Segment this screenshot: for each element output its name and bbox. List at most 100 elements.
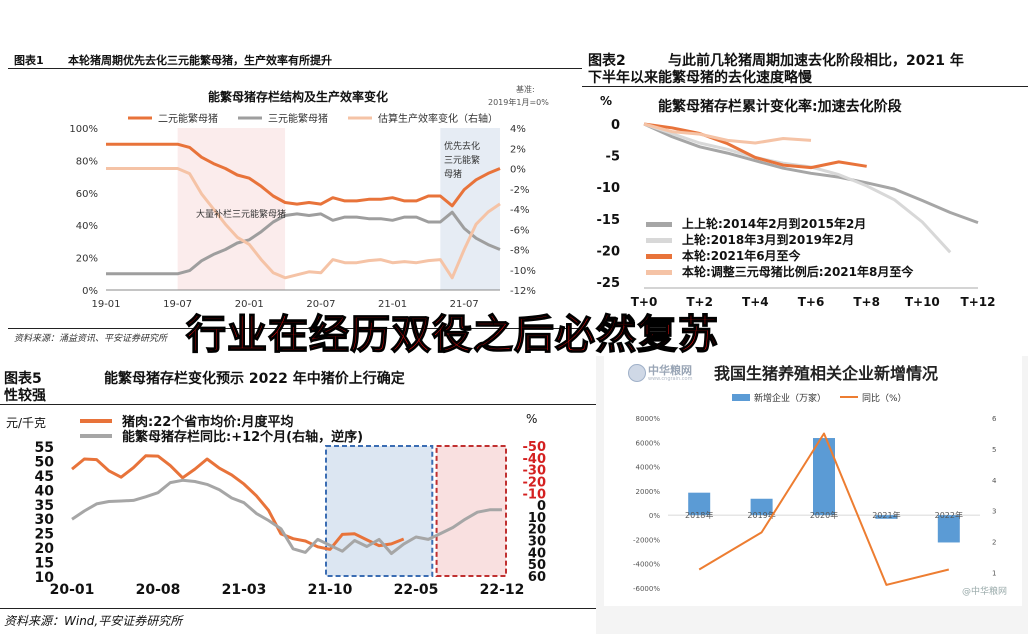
series-line [106, 210, 501, 276]
y-right-tick-label: -50 [523, 440, 547, 455]
legend-label: 三元能繁母猪 [268, 112, 328, 125]
annotation-restocking: 大量补栏三元能繁母猪 [196, 208, 286, 220]
x-tick-label: T+2 [686, 295, 713, 309]
y-left-tick-label: 30 [35, 512, 55, 528]
brand-url: www.cngrain.com [648, 376, 693, 382]
y-left-tick-label: 55 [35, 440, 54, 456]
y-right-tick-label: 20 [528, 523, 546, 538]
panel-4-chart: 8000% 6000% 4000% 2000% 0% -2000% -4000% -6000%… [633, 392, 997, 593]
panel-3-caption-2: 性较强 [4, 388, 46, 404]
x-tick-label: T+6 [798, 295, 825, 309]
bar [875, 515, 898, 519]
y-right-tick-label: -2% [510, 185, 529, 196]
headline-overlay: 行业在经历双役之后必然复苏 [185, 311, 719, 358]
panel-3-rule [0, 404, 596, 405]
bar [937, 515, 960, 543]
y-left-tick-label: 20 [35, 541, 55, 557]
legend-swatch [732, 394, 750, 401]
y-left-tick-label: 80% [76, 156, 98, 167]
category-label: 2018年 [685, 510, 713, 520]
x-tick-label: T+10 [905, 295, 940, 309]
y-left-tick-label: 50 [35, 454, 55, 470]
x-tick-label: T+12 [961, 295, 996, 309]
y-right-tick-label: -4% [510, 205, 529, 216]
x-tick-label: 20-08 [136, 582, 181, 598]
y-right-tick-label: 4 [992, 477, 997, 485]
y-tick-label: -15 [597, 213, 621, 228]
panel-4-watermark: @中华粮网 [962, 587, 1008, 597]
panel-1-tag: 图表1 [14, 54, 44, 67]
y-right-tick-label: -8% [510, 246, 529, 257]
panel-1-chart: 100% 80% 60% 40% 20% 0% 4% 2% 0% -2% -4% -6% -8% -10%… [69, 112, 536, 310]
category-label: 2022年 [935, 510, 963, 520]
panel-3-chart: 55504540353025201510-50-40-30-20-1001020… [35, 414, 547, 598]
y-right-tick-label: 60 [528, 570, 546, 585]
legend-swatch [646, 238, 672, 243]
y-right-tick-label: 0% [510, 165, 526, 176]
category-label: 2021年 [872, 510, 900, 520]
panel-1-caption: 本轮猪周期优先去化三元能繁母猪，生产效率有所提升 [68, 54, 332, 67]
panel-3-caption-1: 能繁母猪存栏变化预示 2022 年中猪价上行确定 [104, 371, 405, 387]
y-right-tick-label: 3 [992, 508, 996, 516]
legend-label: 本轮:2021年6月至今 [682, 248, 802, 263]
panel-1-base-note-1: 基准: [516, 85, 535, 94]
panel-2-y-unit: % [600, 94, 613, 108]
y-right-tick-label: 6 [992, 415, 997, 423]
y-right-tick-label: -30 [523, 464, 547, 479]
x-tick-label: 21-10 [308, 582, 353, 598]
legend-label: 新增企业（万家） [754, 392, 826, 404]
legend-swatch [646, 222, 672, 227]
panel-1-sow-structure: 图表1 本轮猪周期优先去化三元能繁母猪，生产效率有所提升 能繁母猪存栏结构及生产… [8, 46, 582, 346]
y-tick-label: -25 [597, 276, 621, 291]
y-left-tick-label: 35 [35, 498, 54, 514]
legend-label: 猪肉:22个省市均价:月度平均 [121, 414, 294, 430]
y-right-tick-label: -10% [510, 266, 536, 277]
y-right-tick-label: 30 [528, 535, 546, 550]
y-right-tick-label: 0 [537, 499, 546, 514]
x-tick-label: 19-07 [163, 299, 192, 310]
category-label: 2020年 [810, 510, 838, 520]
bar [688, 492, 711, 516]
x-tick-label: 21-07 [450, 299, 479, 310]
x-tick-label: 20-01 [50, 582, 95, 598]
y-left-tick-label: 2000% [636, 488, 661, 496]
y-left-tick-label: 25 [35, 527, 54, 543]
y-right-tick-label: 1 [992, 570, 996, 578]
y-right-tick-label: 10 [528, 511, 546, 526]
y-left-tick-label: 15 [35, 556, 54, 572]
panel-2-caption-2: 下半年以来能繁母猪的去化速度略慢 [588, 70, 812, 86]
panel-3-source: 资料来源：Wind,平安证券研究所 [4, 614, 183, 628]
legend-swatch [646, 254, 672, 259]
x-tick-label: 19-01 [91, 299, 120, 310]
y-tick-label: -20 [597, 244, 621, 259]
legend-swatch [646, 270, 672, 275]
panel-3-price-forecast: 图表5 能繁母猪存栏变化预示 2022 年中猪价上行确定 性较强 元/千克 % … [0, 360, 596, 634]
series-line [698, 432, 950, 586]
legend-label: 同比（%） [862, 392, 907, 404]
y-left-tick-label: 45 [35, 469, 54, 485]
y-right-tick-label: -6% [510, 225, 529, 236]
legend-label: 本轮:调整三元母猪比例后:2021年8月至今 [682, 264, 914, 279]
series-line [71, 478, 502, 555]
x-tick-label: 22-12 [480, 582, 525, 598]
panel-2-rule [582, 86, 1028, 87]
category-label: 2019年 [747, 510, 775, 520]
panel-2-chart: 0 -5 -10 -15 -20 -25 T+0 T+2 T+4 T+6 T+8 T+10 T+12 上上… [597, 118, 996, 309]
panel-1-source: 资料来源：涌益资讯、平安证券研究所 [14, 334, 168, 344]
x-tick-label: T+8 [853, 295, 880, 309]
x-tick-label: 21-01 [378, 299, 407, 310]
legend-label: 二元能繁母猪 [158, 112, 218, 125]
y-left-tick-label: 0% [649, 512, 660, 520]
y-right-tick-label: 2 [992, 539, 996, 547]
panel-3-right-unit: % [526, 412, 538, 426]
x-tick-label: T+4 [742, 295, 769, 309]
y-left-tick-label: 60% [76, 189, 98, 200]
panel-4-chart-title: 我国生猪养殖相关企业新增情况 [714, 364, 939, 383]
legend-label: 估算生产效率变化（右轴） [378, 112, 498, 125]
y-left-tick-label: 100% [69, 124, 98, 135]
panel-4-card: 中华粮网 www.cngrain.com 我国生猪养殖相关企业新增情况 8000… [604, 356, 1022, 606]
legend-label: 上上轮:2014年2月到2015年2月 [682, 216, 866, 231]
y-left-tick-label: -6000% [633, 585, 660, 593]
legend-label: 上轮:2018年3月到2019年2月 [682, 232, 854, 247]
y-tick-label: 0 [611, 118, 620, 133]
